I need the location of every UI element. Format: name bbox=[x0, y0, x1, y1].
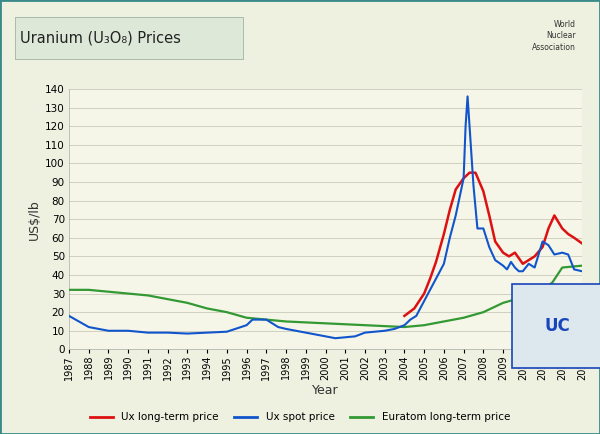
Text: World
Nuclear
Association: World Nuclear Association bbox=[532, 20, 576, 52]
Y-axis label: US$/lb: US$/lb bbox=[28, 199, 41, 240]
X-axis label: Year: Year bbox=[312, 384, 339, 397]
Text: Uranium (U₃O₈) Prices: Uranium (U₃O₈) Prices bbox=[20, 31, 181, 46]
Text: UC: UC bbox=[545, 317, 571, 335]
Legend: Ux long-term price, Ux spot price, Euratom long-term price: Ux long-term price, Ux spot price, Eurat… bbox=[86, 408, 514, 427]
